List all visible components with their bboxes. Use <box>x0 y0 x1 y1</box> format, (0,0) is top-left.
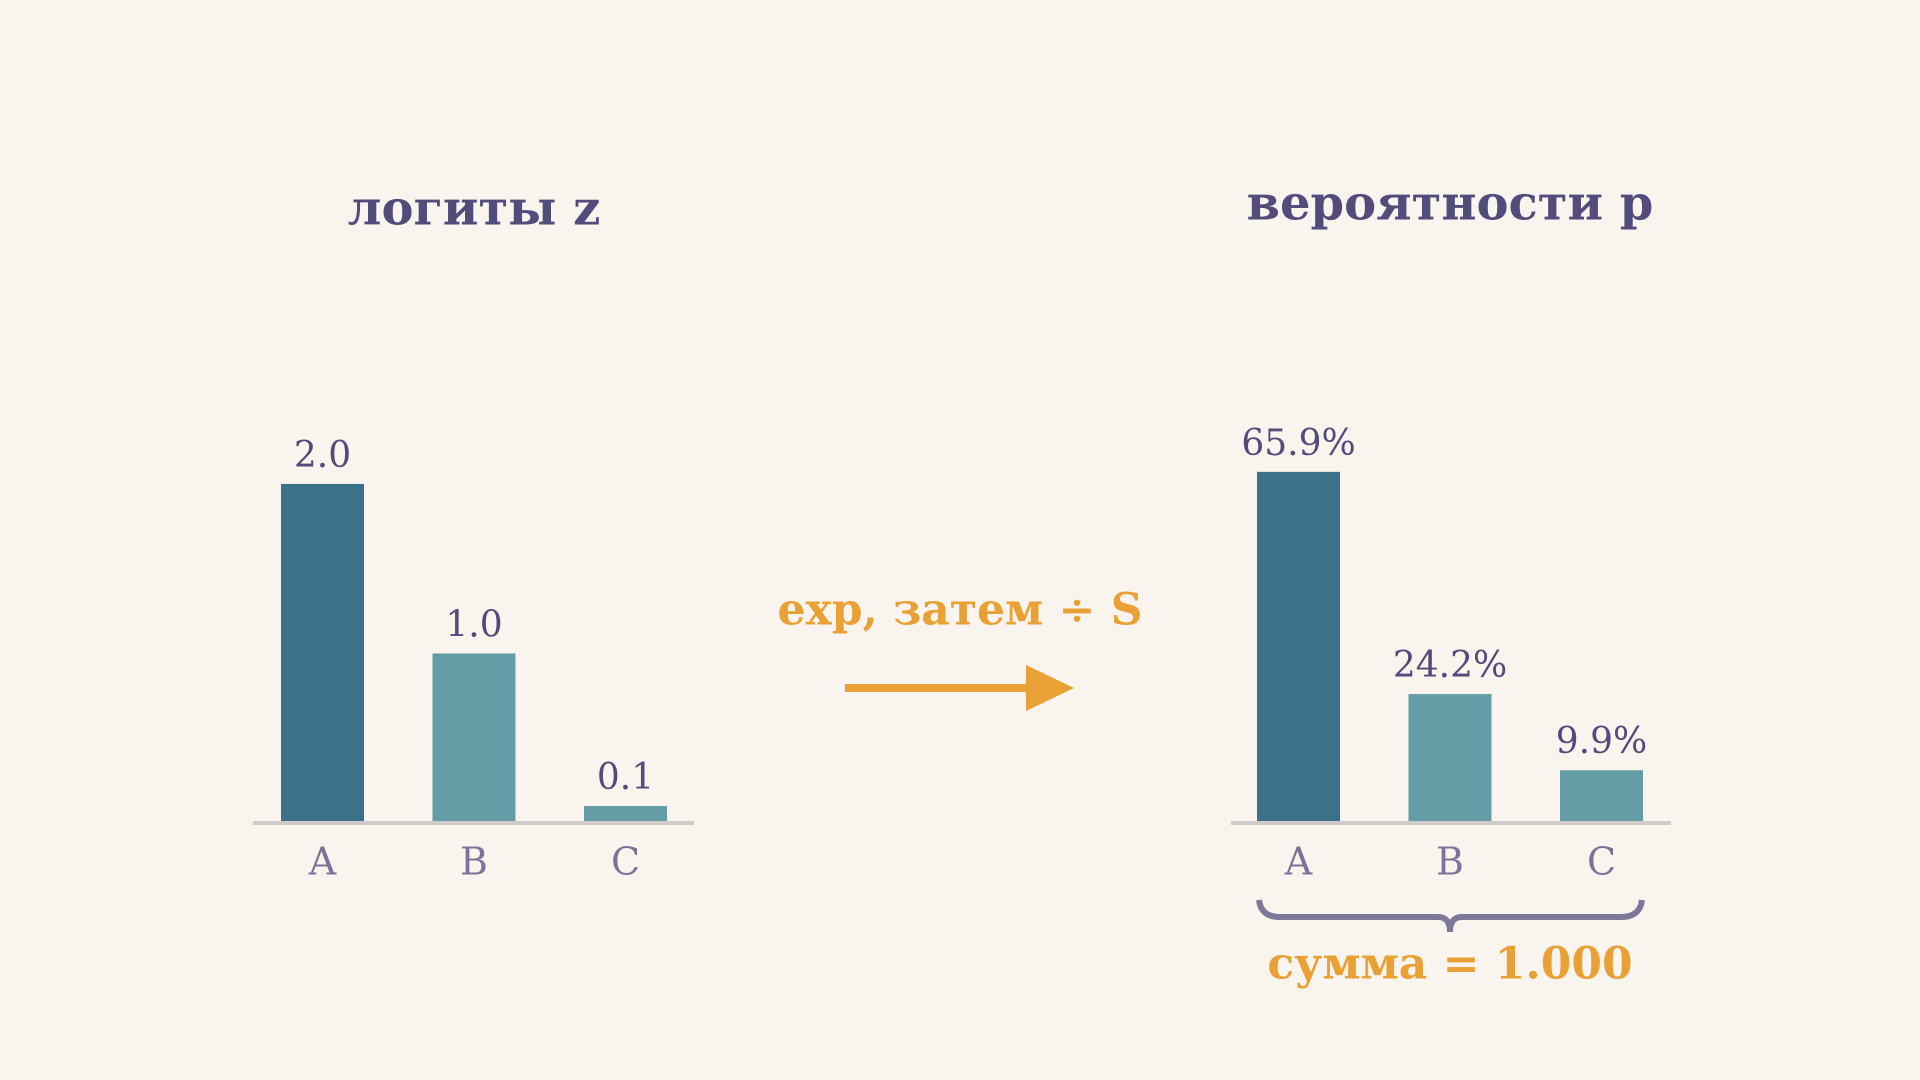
bar <box>1560 770 1643 823</box>
value-label: 9.9% <box>1556 721 1647 762</box>
value-label: 65.9% <box>1241 423 1355 464</box>
sum-brace <box>1256 899 1645 933</box>
value-label: 1.0 <box>445 604 502 645</box>
value-label: 2.0 <box>294 435 351 476</box>
x-tick-label: B <box>1436 840 1464 884</box>
transform-label: exp, затем ÷ S <box>778 585 1143 636</box>
value-label: 0.1 <box>597 757 654 798</box>
bar <box>281 483 364 823</box>
x-tick-label: A <box>1284 840 1313 884</box>
x-tick-label: B <box>460 840 488 884</box>
x-tick-label: C <box>611 840 640 884</box>
arrow-head <box>1026 665 1074 711</box>
bar <box>1408 694 1492 823</box>
chart-title: логиты z <box>348 181 601 237</box>
bar <box>1257 471 1340 823</box>
value-label: 24.2% <box>1393 645 1507 686</box>
chart-title: вероятности p <box>1247 176 1654 232</box>
x-tick-label: A <box>308 840 337 884</box>
bar <box>584 806 667 823</box>
x-tick-label: C <box>1587 840 1616 884</box>
bar <box>432 653 516 823</box>
sum-label: сумма = 1.000 <box>1267 939 1632 990</box>
